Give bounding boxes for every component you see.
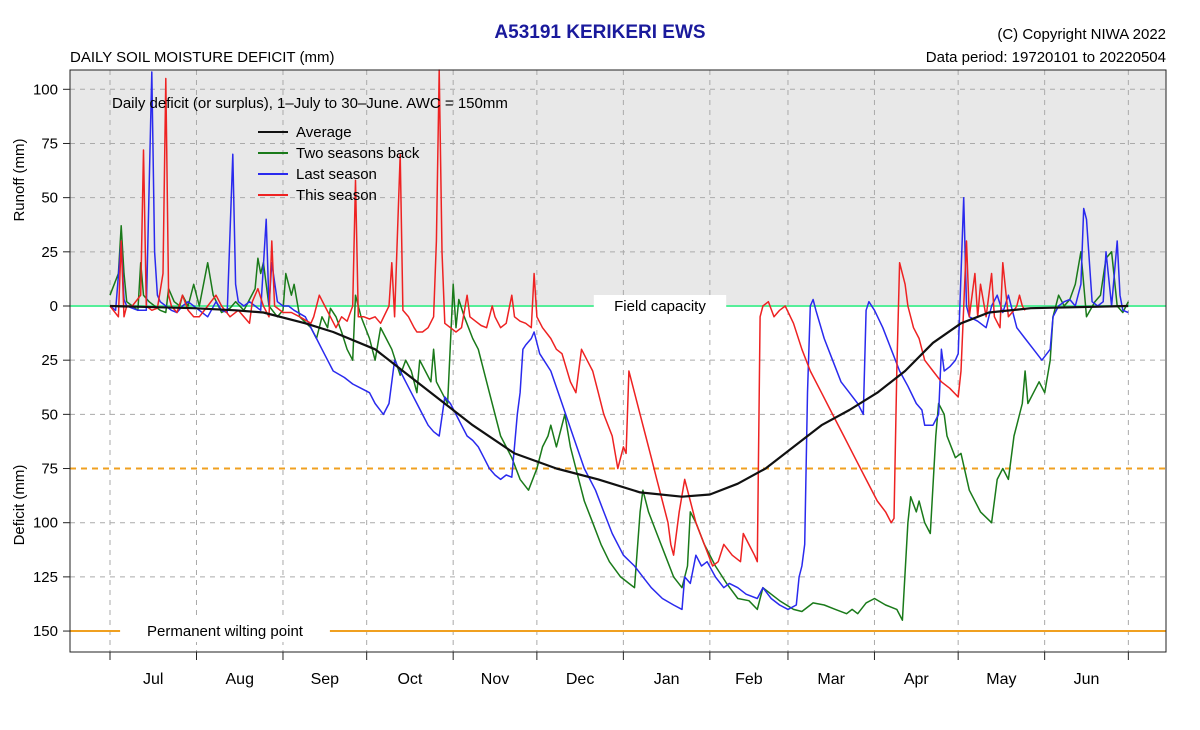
legend-label-last-season: Last season <box>296 166 377 183</box>
y-tick-label: 75 <box>41 461 58 478</box>
y-tick-label: 100 <box>33 515 58 532</box>
y-tick-label: 50 <box>41 190 58 207</box>
x-tick-label-mar: Mar <box>817 671 845 688</box>
plot-frame <box>69 69 1167 653</box>
x-tick-label-jun: Jun <box>1074 671 1100 688</box>
y-axis-label-deficit: Deficit (mm) <box>11 465 28 546</box>
chart-subtitle: DAILY SOIL MOISTURE DEFICIT (mm) <box>70 49 335 66</box>
data-period-text: Data period: 19720101 to 20220504 <box>925 49 1166 66</box>
y-tick-label: 150 <box>33 623 58 640</box>
y-tick-label: 125 <box>33 569 58 586</box>
reference-lines: Field capacity Permanent wilting point <box>70 295 1166 643</box>
wilting-point-label-bg <box>120 620 330 643</box>
copyright-text: (C) Copyright NIWA 2022 <box>997 26 1166 43</box>
x-tick-label-aug: Aug <box>226 671 254 688</box>
field-capacity-label: Field capacity <box>614 298 706 315</box>
x-tick-label-apr: Apr <box>904 671 930 688</box>
x-tick-label-jan: Jan <box>654 671 680 688</box>
y-axis-ticks: 100 75 50 25 0 25 50 75 100 125 150 <box>33 81 70 640</box>
y-tick-label: 25 <box>41 352 58 369</box>
legend: Average Two seasons back Last season This s… <box>258 124 420 204</box>
x-axis-ticks: Jul Aug Sep Oct Nov Dec Jan Feb Mar Apr May Jun <box>109 652 1129 688</box>
wilting-point-label: Permanent wilting point <box>147 623 304 640</box>
y-tick-label: 25 <box>41 244 58 261</box>
series-line-this-season <box>109 69 1026 567</box>
chart-title: A53191 KERIKERI EWS <box>494 22 706 43</box>
series-line-average <box>109 304 1129 498</box>
legend-label-this-season: This season <box>296 187 377 204</box>
x-tick-label-dec: Dec <box>566 671 594 688</box>
field-capacity-label-bg <box>593 295 727 317</box>
x-tick-label-nov: Nov <box>481 671 509 688</box>
y-axis-label-runoff: Runoff (mm) <box>11 138 28 221</box>
series-line-two-seasons-back <box>109 225 1129 621</box>
x-tick-label-feb: Feb <box>735 671 763 688</box>
chart-note: Daily deficit (or surplus), 1–July to 30… <box>112 95 508 112</box>
x-tick-label-oct: Oct <box>397 671 422 688</box>
x-tick-label-may: May <box>986 671 1016 688</box>
x-tick-label-sep: Sep <box>311 671 340 688</box>
y-tick-label: 100 <box>33 81 58 98</box>
y-tick-label: 50 <box>41 406 58 423</box>
deficit-area <box>70 306 1166 652</box>
legend-label-two-seasons-back: Two seasons back <box>296 145 420 162</box>
y-tick-label: 0 <box>50 298 58 315</box>
gridlines <box>70 70 1166 652</box>
x-tick-label-jul: Jul <box>143 671 163 688</box>
y-tick-label: 75 <box>41 135 58 152</box>
series-group <box>109 69 1129 621</box>
legend-label-average: Average <box>296 124 352 141</box>
